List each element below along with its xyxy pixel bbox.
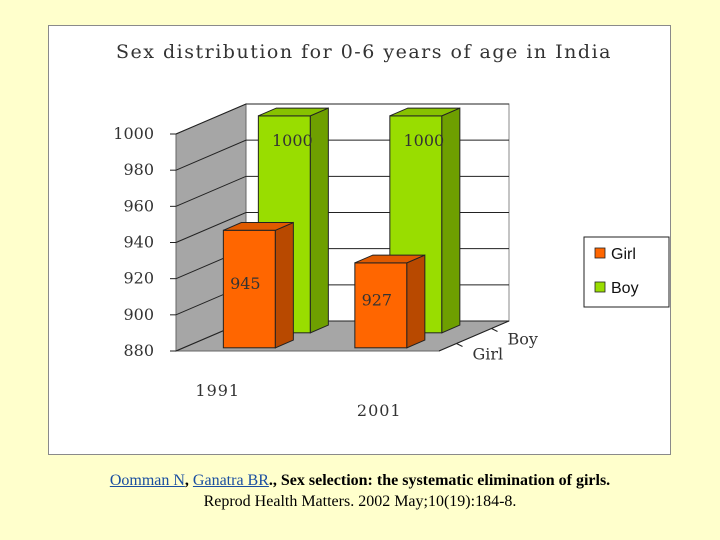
data-label-boy-2001: 1000 xyxy=(403,131,444,150)
bar-side-face xyxy=(406,254,426,349)
depth-label: Boy xyxy=(508,330,538,349)
bar-girl-2001 xyxy=(354,254,426,349)
chart-bars xyxy=(222,107,461,349)
data-label-girl-2001: 927 xyxy=(362,290,393,309)
bar-front-face xyxy=(354,262,408,349)
chart-labels: 880 900 920 940 960 980 1000 1000 1000 945 927 1991… xyxy=(113,124,538,420)
y-tick-label: 980 xyxy=(123,160,154,179)
chart-svg: Sex distribution for 0-6 years of age in… xyxy=(113,41,670,420)
y-tick-label: 940 xyxy=(123,233,154,252)
depth-label: Girl xyxy=(473,345,504,364)
bar-front-face xyxy=(222,229,276,349)
chart-frame: Sex distribution for 0-6 years of age in… xyxy=(48,25,671,455)
citation-line-1: Oomman N, Ganatra BR., Sex selection: th… xyxy=(0,470,720,491)
bar-side-face xyxy=(441,107,461,334)
legend-label-boy: Boy xyxy=(611,280,639,297)
data-label-girl-1991: 945 xyxy=(230,274,261,293)
depth-axis xyxy=(438,320,510,352)
y-tick-label: 960 xyxy=(123,196,154,215)
y-tick-label: 900 xyxy=(123,305,154,324)
legend-swatch-girl xyxy=(594,247,606,259)
citation-title: ., Sex selection: the systematic elimina… xyxy=(268,472,611,489)
chart-legend: Girl Boy xyxy=(583,236,670,308)
y-tick-label: 880 xyxy=(123,341,154,360)
citation-journal: Reprod Health Matters. 2002 May;10(19):1… xyxy=(203,493,517,510)
author-link-ganatra[interactable]: Ganatra BR xyxy=(192,472,269,489)
category-label: 1991 xyxy=(195,381,240,400)
bar-top-face xyxy=(354,254,426,264)
legend-label-girl: Girl xyxy=(611,246,636,263)
y-tick-label: 1000 xyxy=(113,124,154,143)
bar-side-face xyxy=(309,107,329,334)
chart-title: Sex distribution for 0-6 years of age in… xyxy=(116,41,612,63)
bar-top-face xyxy=(258,107,329,117)
bar-girl-1991 xyxy=(222,221,294,349)
legend-swatch-boy xyxy=(594,281,606,293)
citation: Oomman N, Ganatra BR., Sex selection: th… xyxy=(0,470,720,512)
data-label-boy-1991: 1000 xyxy=(272,131,313,150)
depth-tick xyxy=(491,328,498,332)
category-label: 2001 xyxy=(357,401,402,420)
citation-separator: , xyxy=(184,472,193,489)
gridline xyxy=(175,103,509,135)
depth-tick xyxy=(456,343,463,347)
bar-top-face xyxy=(223,222,294,231)
y-tick-label: 920 xyxy=(123,269,154,288)
bar-top-face xyxy=(389,107,461,117)
author-link-oomman[interactable]: Oomman N xyxy=(109,472,185,489)
bar-side-face xyxy=(274,221,294,349)
